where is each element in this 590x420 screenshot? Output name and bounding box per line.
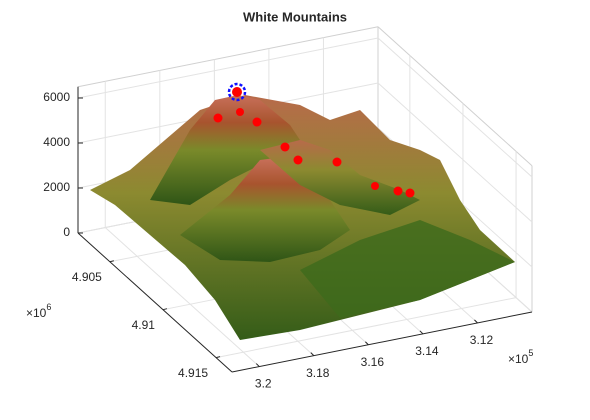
- y-tick-label: 4.91: [132, 318, 156, 332]
- grid-line: [215, 297, 517, 359]
- summit-marker: [227, 82, 247, 102]
- peak-marker: [393, 186, 403, 196]
- x-tick-label: 3.12: [470, 333, 494, 347]
- y-tick-label: 4.905: [72, 270, 102, 284]
- grid-line: [77, 37, 379, 99]
- tick-mark: [255, 363, 260, 367]
- y-exponent-base: ×10: [26, 306, 47, 320]
- box-edge: [377, 26, 533, 167]
- surface: [90, 95, 515, 340]
- y-exponent: ×106: [26, 302, 51, 320]
- tick-mark: [474, 319, 478, 324]
- x-exponent-base: ×10: [508, 352, 529, 366]
- peak-marker: [280, 142, 290, 152]
- x-exponent-power: 5: [528, 348, 533, 358]
- tick-mark: [109, 260, 114, 263]
- axis-line: [231, 311, 533, 373]
- tick-mark: [365, 341, 369, 346]
- peak-marker: [293, 155, 303, 165]
- peak-marker: [252, 117, 262, 127]
- peak-marker: [236, 108, 244, 116]
- x-tick-label: 3.14: [415, 344, 439, 358]
- peaks: [213, 87, 415, 198]
- tick-mark: [215, 356, 221, 359]
- peak-marker: [371, 182, 379, 190]
- peak-marker: [213, 113, 223, 123]
- tick-mark: [310, 352, 315, 356]
- x-tick-label: 3.16: [361, 355, 385, 369]
- y-exponent-power: 6: [46, 302, 51, 312]
- z-tick-label: 0: [63, 225, 70, 239]
- axis-line: [77, 232, 233, 373]
- z-tick-label: 6000: [43, 90, 70, 104]
- peak-marker: [332, 157, 342, 167]
- grid-line: [104, 227, 260, 367]
- chart-title: White Mountains: [243, 9, 347, 24]
- box-edge: [77, 26, 379, 88]
- peak-marker: [232, 87, 242, 97]
- tick-mark: [162, 308, 168, 311]
- terrain-ridge: [150, 95, 300, 205]
- grid-line: [377, 82, 533, 223]
- peak-marker: [405, 188, 415, 198]
- x-exponent: ×105: [508, 348, 533, 366]
- z-tick-label: 4000: [43, 135, 70, 149]
- tick-mark: [419, 330, 424, 335]
- grid-line: [377, 37, 533, 178]
- y-tick-label: 4.915: [178, 366, 208, 380]
- terrain-slope: [300, 220, 515, 318]
- x-tick-label: 3.18: [306, 366, 330, 380]
- x-tick-label: 3.2: [255, 377, 272, 391]
- z-tick-label: 2000: [43, 180, 70, 194]
